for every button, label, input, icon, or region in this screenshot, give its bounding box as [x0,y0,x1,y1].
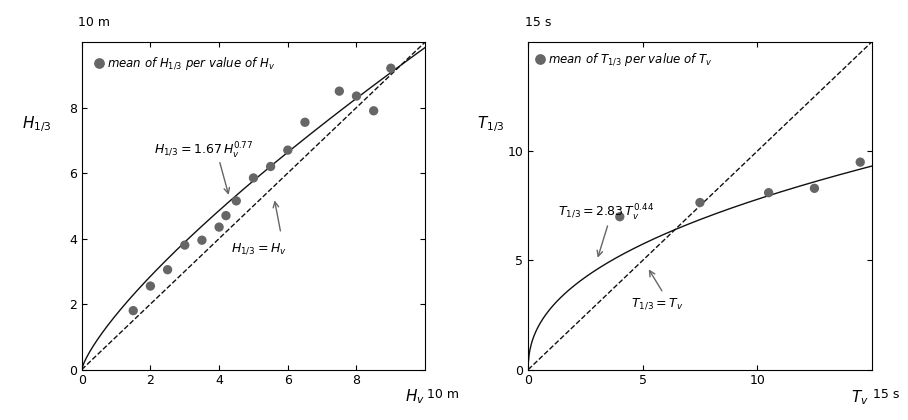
Point [263,163,278,170]
Text: 10 m: 10 m [78,16,110,29]
Point [161,266,175,273]
Point [281,147,295,153]
Point [693,199,707,206]
Text: $H_{1/3} = 1.67\,H_v^{0.77}$: $H_{1/3} = 1.67\,H_v^{0.77}$ [153,141,253,161]
Point [762,189,776,196]
Point [350,93,364,100]
Text: $H_{1/3}$: $H_{1/3}$ [22,114,52,134]
Text: $H_v$: $H_v$ [405,388,425,406]
Text: $T_{1/3} = T_v$: $T_{1/3} = T_v$ [631,296,684,311]
Point [143,283,158,289]
Text: 10 m: 10 m [427,388,459,401]
Text: 15 s: 15 s [525,16,551,29]
Point [229,197,243,204]
Point [126,307,141,314]
Text: mean of $T_{1/3}$ per value of $T_v$: mean of $T_{1/3}$ per value of $T_v$ [548,51,713,68]
Point [219,212,233,219]
Point [92,60,106,67]
Text: 15 s: 15 s [873,388,899,401]
Text: $T_v$: $T_v$ [852,388,869,407]
Point [194,237,209,244]
Text: $T_{1/3} = 2.83\,T_v^{0.44}$: $T_{1/3} = 2.83\,T_v^{0.44}$ [558,203,655,223]
Point [298,119,312,126]
Point [807,185,822,192]
Point [367,108,381,114]
Point [532,56,547,63]
Point [332,88,347,94]
Text: $T_{1/3}$: $T_{1/3}$ [477,114,504,134]
Point [212,224,226,231]
Point [613,213,627,220]
Point [383,65,398,71]
Point [853,159,867,165]
Text: $H_{1/3} = H_v$: $H_{1/3} = H_v$ [232,241,287,256]
Point [246,175,261,181]
Point [177,242,192,249]
Text: mean of $H_{1/3}$ per value of $H_v$: mean of $H_{1/3}$ per value of $H_v$ [107,55,276,71]
